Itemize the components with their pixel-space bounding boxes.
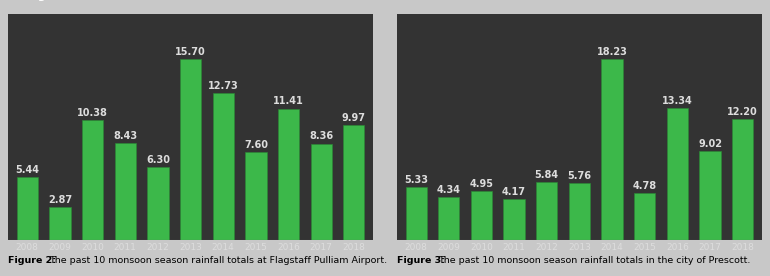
Text: 9.97: 9.97 (342, 113, 366, 123)
Text: 4.95: 4.95 (470, 179, 494, 189)
Text: 12.73: 12.73 (208, 81, 239, 91)
Text: Since 2008: Since 2008 (579, 0, 651, 1)
Bar (246, 152, 266, 240)
Bar (667, 108, 688, 240)
Text: The past 10 monsoon season rainfall totals at Flagstaff Pulliam Airport.: The past 10 monsoon season rainfall tota… (49, 256, 387, 265)
Bar (470, 191, 492, 240)
Text: 7.60: 7.60 (244, 140, 268, 150)
Bar (82, 120, 103, 240)
Bar (49, 207, 71, 240)
Text: (In Inches): (In Inches) (167, 0, 214, 1)
Bar (406, 187, 427, 240)
Bar (17, 177, 38, 240)
Bar (504, 199, 524, 240)
Bar (438, 197, 460, 240)
Bar (569, 183, 590, 240)
Text: 4.17: 4.17 (502, 187, 526, 197)
Text: Flagstaff Monsoon Rainfall: Flagstaff Monsoon Rainfall (19, 0, 191, 1)
Text: 10.38: 10.38 (77, 108, 108, 118)
Text: 11.41: 11.41 (273, 96, 304, 106)
Bar (343, 125, 364, 240)
Bar (213, 93, 234, 240)
Text: 5.44: 5.44 (15, 165, 39, 175)
Text: 8.36: 8.36 (309, 131, 333, 141)
Bar (699, 150, 721, 240)
Bar (147, 168, 169, 240)
Text: Figure 2:: Figure 2: (8, 256, 55, 265)
Text: 15.70: 15.70 (176, 47, 206, 57)
Text: The past 10 monsoon season rainfall totals in the city of Prescott.: The past 10 monsoon season rainfall tota… (438, 256, 751, 265)
Text: 13.34: 13.34 (662, 96, 693, 106)
Text: 2.87: 2.87 (48, 195, 72, 205)
Text: 5.84: 5.84 (534, 170, 559, 180)
Text: 5.33: 5.33 (404, 175, 428, 185)
Text: 8.43: 8.43 (113, 131, 137, 140)
Text: Since 2008: Since 2008 (191, 0, 263, 1)
Text: 4.34: 4.34 (437, 185, 460, 195)
Bar (310, 144, 332, 240)
Bar (536, 182, 557, 240)
Text: 6.30: 6.30 (146, 155, 170, 165)
Bar (634, 193, 655, 240)
Text: 4.78: 4.78 (633, 181, 657, 191)
Bar (601, 59, 623, 240)
Text: 9.02: 9.02 (698, 139, 722, 148)
Text: Prescott Monsoon Rainfall: Prescott Monsoon Rainfall (411, 0, 579, 1)
Bar (278, 108, 300, 240)
Text: (In Inches): (In Inches) (556, 0, 603, 1)
Text: 18.23: 18.23 (597, 47, 628, 57)
Bar (732, 119, 753, 240)
Text: Figure 3:: Figure 3: (397, 256, 444, 265)
Text: 5.76: 5.76 (567, 171, 591, 181)
Text: 12.20: 12.20 (728, 107, 758, 117)
Bar (115, 143, 136, 240)
Bar (180, 59, 201, 240)
